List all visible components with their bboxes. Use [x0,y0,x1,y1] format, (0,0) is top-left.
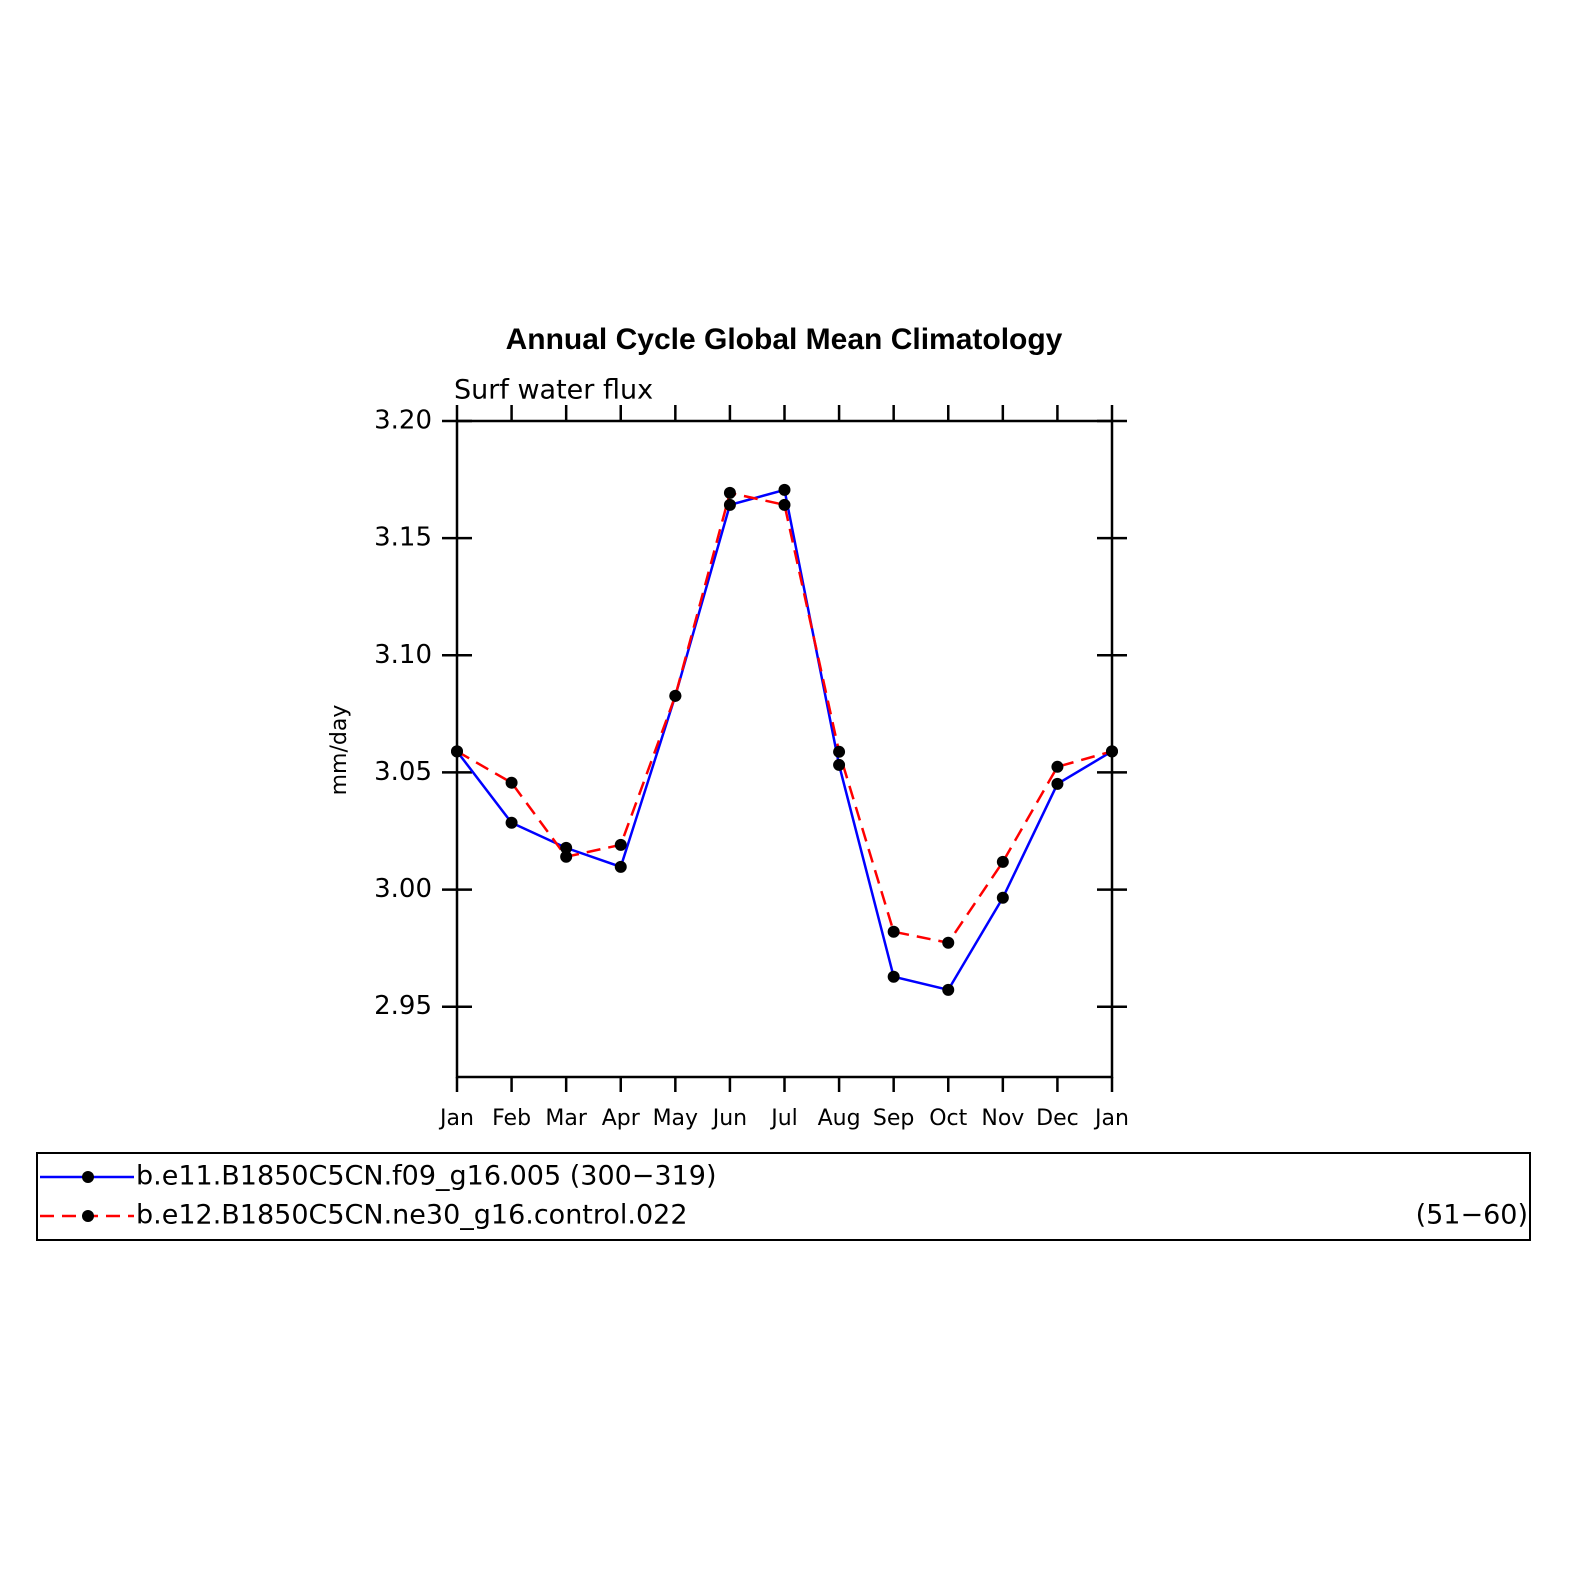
series-line [456,488,1113,992]
data-point [614,860,627,873]
data-point [1106,745,1118,758]
x-tick-label: Oct [929,1106,967,1131]
x-tick-label: Aug [818,1106,861,1131]
data-point [505,816,518,829]
data-point [778,483,791,496]
data-point [669,689,682,702]
data-point [833,758,846,771]
data-point [1051,760,1064,773]
x-tick-label: Mar [545,1106,587,1131]
data-point [778,498,791,511]
legend-box [36,1152,1531,1241]
legend-marker [82,1210,94,1222]
data-point [833,745,846,758]
data-point [942,983,955,996]
data-point [887,970,900,983]
y-axis-label: mm/day [327,705,352,796]
data-point [942,936,955,949]
y-tick-label: 3.20 [374,406,432,436]
x-tick-label: Jan [438,1106,474,1131]
legend-label: b.e12.B1850C5CN.ne30_g16.control.022 [136,1200,688,1231]
y-tick-label: 2.95 [374,991,432,1021]
data-point [614,838,627,851]
x-tick-label: Feb [492,1106,531,1131]
x-tick-label: Sep [873,1106,914,1131]
legend-years: (51−60) [1416,1200,1528,1231]
data-point [996,855,1009,868]
plot-frame [455,419,1114,1079]
data-point [451,745,463,758]
data-point [560,850,573,863]
data-point [723,486,736,499]
x-tick-label: Jul [769,1106,798,1131]
y-tick-label: 3.15 [374,523,432,553]
data-point [887,925,900,938]
data-point [723,498,736,511]
x-tick-label: May [653,1106,698,1131]
data-point [505,776,518,789]
y-tick-label: 3.10 [374,640,432,670]
y-tick-label: 3.00 [374,874,432,904]
data-point [1051,777,1064,790]
x-tick-label: Dec [1036,1106,1079,1131]
x-tick-label: Nov [981,1106,1024,1131]
legend-label: b.e11.B1850C5CN.f09_g16.005 (300−319) [136,1161,717,1192]
data-point [560,841,573,854]
y-tick-label: 3.05 [374,757,432,787]
x-tick-label: Jun [711,1106,747,1131]
x-tick-label: Jan [1093,1106,1129,1131]
data-point [996,891,1009,904]
chart-subtitle: Surf water flux [454,375,653,406]
chart-title: Annual Cycle Global Mean Climatology [506,323,1063,356]
legend-marker [82,1171,94,1183]
x-tick-label: Apr [602,1106,641,1131]
